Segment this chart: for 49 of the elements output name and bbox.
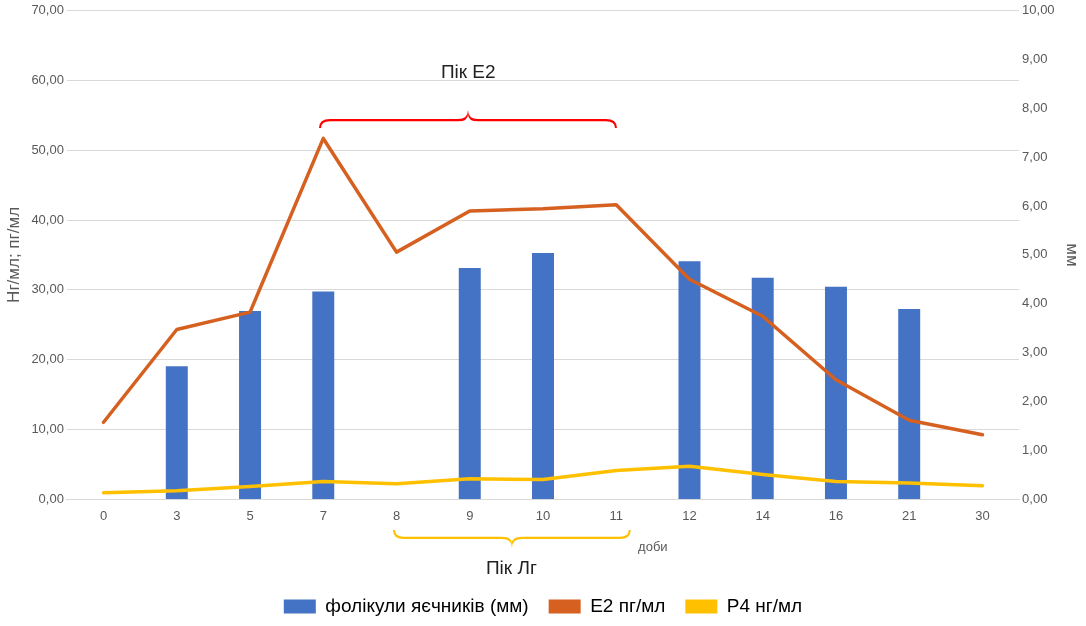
- y-tick-label: 10,00: [31, 420, 64, 436]
- x-tick-label: 9: [466, 508, 474, 524]
- bar: [165, 366, 188, 499]
- y2-tick-label: 9,00: [1022, 51, 1048, 67]
- legend-label: E2 пг/мл: [590, 594, 666, 616]
- y2-tick-label: 10,00: [1022, 2, 1055, 18]
- y-tick-label: 30,00: [31, 281, 64, 297]
- y-axis-title: Нг/мл; пг/мл: [3, 206, 23, 303]
- legend-label: фолікули яєчників (мм): [325, 594, 529, 616]
- bar: [458, 268, 481, 499]
- y2-tick-label: 6,00: [1022, 197, 1048, 213]
- y2-tick-label: 5,00: [1022, 246, 1048, 262]
- bar: [751, 277, 774, 499]
- text: Пік Лг: [485, 557, 537, 579]
- y2-tick-label: 1,00: [1022, 441, 1048, 457]
- y2-tick-label: 2,00: [1022, 392, 1048, 408]
- x-axis-title: доби: [638, 538, 668, 554]
- bar: [312, 291, 335, 499]
- bar: [532, 252, 554, 499]
- y-tick-label: 50,00: [31, 141, 64, 157]
- annotation: Пік Е2: [440, 60, 496, 83]
- y-tick-label: 70,00: [31, 2, 64, 18]
- x-tick-label: 5: [246, 508, 254, 524]
- y2-tick-label: 4,00: [1022, 295, 1048, 311]
- y2-axis-title: мм: [1063, 243, 1083, 267]
- y2-tick-label: 0,00: [1022, 490, 1048, 506]
- x-tick-label: 21: [901, 508, 917, 524]
- x-tick-label: 12: [682, 508, 697, 524]
- y-tick-label: 60,00: [31, 72, 64, 88]
- y2-tick-label: 3,00: [1022, 344, 1048, 360]
- bar: [678, 261, 701, 499]
- legend-label: P4 нг/мл: [726, 594, 803, 616]
- y2-tick-label: 8,00: [1022, 100, 1048, 116]
- x-tick-label: 0: [99, 508, 108, 524]
- x-tick-label: 11: [609, 508, 623, 524]
- bar: [898, 309, 921, 499]
- y-tick-label: 0,00: [38, 490, 64, 506]
- x-tick-label: 14: [755, 508, 770, 524]
- y2-tick-label: 7,00: [1022, 148, 1048, 164]
- x-tick-label: 30: [975, 508, 990, 524]
- x-tick-label: 16: [828, 508, 844, 524]
- y-tick-label: 40,00: [31, 211, 64, 227]
- x-tick-label: 3: [173, 508, 181, 524]
- y-tick-label: 20,00: [31, 351, 64, 367]
- x-tick-label: 8: [392, 508, 401, 524]
- bar: [824, 286, 847, 499]
- x-tick-label: 7: [319, 508, 327, 524]
- x-tick-label: 10: [535, 508, 551, 524]
- bar: [239, 311, 262, 499]
